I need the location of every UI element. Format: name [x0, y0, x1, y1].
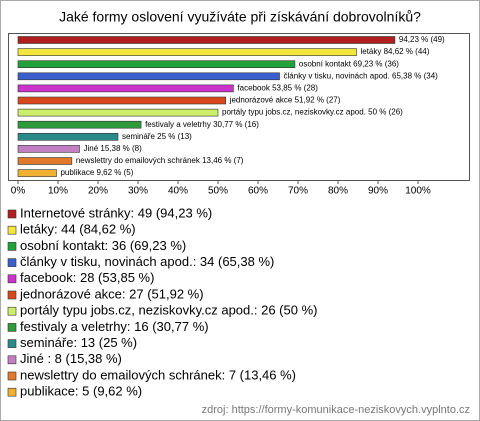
legend-marker	[7, 306, 17, 316]
legend-label: newslettry do emailových schránek: 7 (13…	[20, 367, 296, 382]
plot-frame	[8, 33, 470, 181]
bar	[17, 84, 234, 93]
bar	[17, 96, 226, 105]
legend-marker	[7, 387, 17, 397]
value-label: Jiné 15,38 % (8)	[84, 144, 143, 153]
legend-marker	[7, 323, 17, 332]
value-label: osobní kontakt 69,23 % (36)	[299, 59, 399, 68]
x-tick-label: 0%	[11, 186, 26, 197]
x-tick-label: 80%	[328, 186, 348, 197]
bar	[17, 157, 73, 165]
bar	[17, 48, 357, 56]
legend-label: portály typu jobs.cz, neziskovky.cz apod…	[20, 303, 317, 318]
legend-label: Internetové stránky: 49 (94,23 %)	[20, 205, 212, 220]
value-label: letáky 84,62 % (44)	[360, 47, 429, 56]
value-label: festivaly a veletrhy 30,77 % (16)	[145, 120, 259, 129]
value-label: facebook 53,85 % (28)	[237, 84, 318, 93]
legend-marker	[7, 242, 17, 251]
legend-label: festivaly a veletrhy: 16 (30,77 %)	[20, 319, 209, 334]
x-tick-label: 50%	[208, 186, 228, 197]
bar	[17, 120, 142, 129]
value-label: jednorázové akce 51,92 % (27)	[229, 96, 341, 105]
legend-label: Jiné : 8 (15,38 %)	[20, 351, 122, 366]
legend-label: články v tisku, novinách apod.: 34 (65,3…	[20, 254, 274, 269]
value-label: publikace 9,62 % (5)	[60, 168, 133, 177]
bar	[17, 36, 396, 44]
bar	[17, 60, 296, 69]
legend-marker	[7, 209, 17, 219]
legend-label: letáky: 44 (84,62 %)	[20, 222, 136, 237]
legend-marker	[7, 258, 17, 267]
value-label: portály typu jobs.cz, neziskovky.cz apod…	[222, 108, 403, 117]
bar	[17, 108, 219, 117]
x-tick-label: 60%	[248, 186, 268, 197]
bar	[17, 145, 80, 153]
bar	[17, 72, 280, 81]
value-label: články v tisku, novinách apod. 65,38 % (…	[284, 71, 439, 80]
legend-marker	[7, 225, 17, 235]
bar	[17, 133, 119, 141]
x-tick-label: 40%	[168, 186, 188, 197]
legend-label: semináře: 13 (25 %)	[20, 335, 137, 350]
source: zdroj: https://formy-komunikace-neziskov…	[202, 404, 470, 416]
legend-marker	[7, 371, 17, 381]
x-tick-label: 90%	[368, 186, 388, 197]
value-label: newslettry do emailových schránek 13,46 …	[76, 156, 244, 165]
x-tick-label: 100%	[405, 186, 431, 197]
legend-label: jednorázové akce: 27 (51,92 %)	[19, 286, 204, 301]
x-tick-label: 20%	[88, 186, 108, 197]
legend-marker	[7, 274, 17, 284]
bar	[17, 169, 57, 177]
value-label: semináře 25 % (13)	[122, 132, 192, 141]
x-tick-label: 70%	[288, 186, 308, 197]
legend-label: facebook: 28 (53,85 %)	[20, 270, 154, 285]
legend-label: publikace: 5 (9,62 %)	[20, 384, 142, 399]
x-tick-label: 30%	[128, 186, 148, 197]
value-label: 94,23 % (49)	[399, 35, 445, 44]
legend-marker	[7, 290, 17, 300]
legend-marker	[7, 355, 17, 365]
legend-marker	[7, 339, 17, 348]
legend-label: osobní kontakt: 36 (69,23 %)	[20, 238, 186, 253]
chart-title: Jaké formy oslovení využíváte při získáv…	[59, 9, 421, 25]
x-tick-label: 10%	[48, 186, 68, 197]
